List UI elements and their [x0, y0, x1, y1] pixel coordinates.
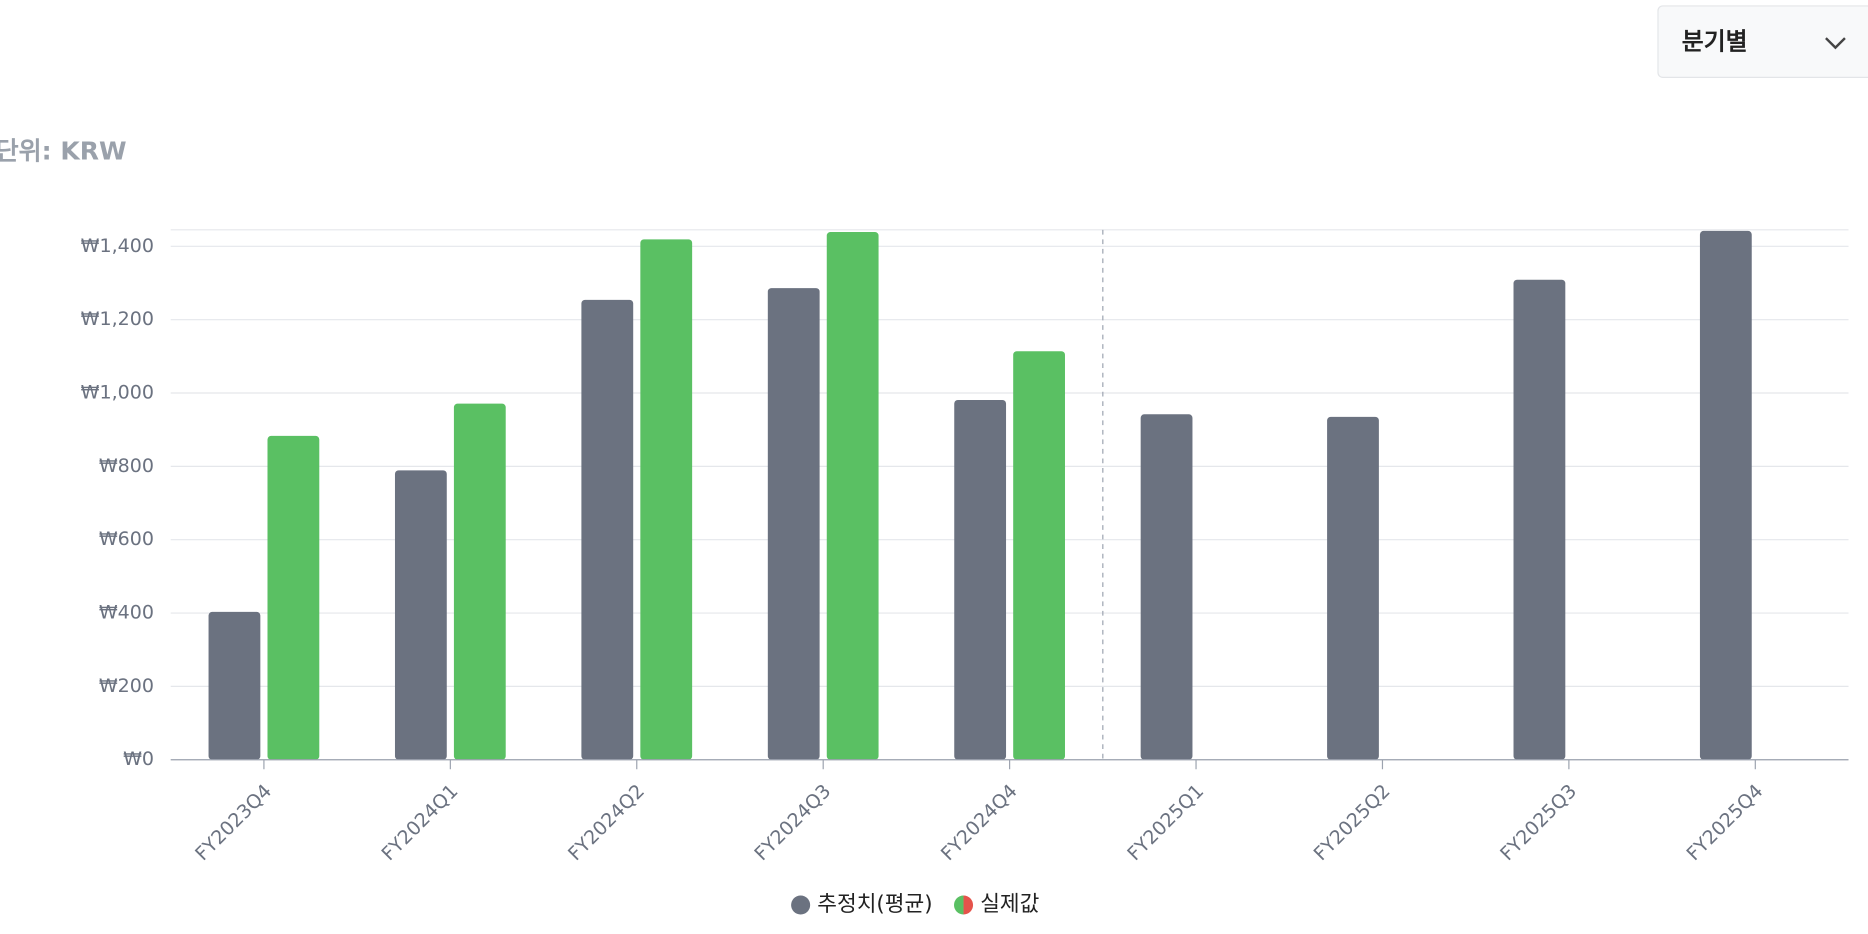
y-tick-label: ₩600 — [99, 528, 154, 550]
bar — [1327, 416, 1379, 760]
bar — [453, 403, 506, 760]
legend-swatch — [791, 895, 811, 915]
bar — [208, 611, 261, 760]
bar — [826, 232, 879, 760]
bar — [394, 470, 447, 760]
x-tick-label: FY2025Q1 — [1123, 780, 1208, 865]
y-tick-label: ₩800 — [99, 455, 154, 477]
chevron — [1825, 37, 1846, 50]
legend-label: 추정치(평균) — [817, 892, 932, 917]
bar — [1140, 414, 1193, 760]
bar — [640, 239, 693, 760]
x-tick-label: FY2024Q4 — [937, 780, 1022, 865]
x-tick-label: FY2024Q2 — [564, 780, 649, 865]
bar — [767, 288, 820, 760]
unit-label: 단위: KRW — [0, 136, 127, 165]
y-tick-label: ₩1,400 — [81, 235, 154, 257]
legend-swatch — [954, 895, 964, 915]
bar — [1699, 230, 1752, 760]
bar — [1013, 351, 1065, 760]
dropdown-label: 분기별 — [1682, 27, 1748, 55]
x-tick-label: FY2024Q1 — [378, 780, 463, 865]
legend-swatch-right — [963, 895, 974, 915]
bar — [954, 399, 1007, 760]
x-tick-label: FY2024Q3 — [750, 780, 835, 865]
x-tick-label: FY2025Q3 — [1496, 780, 1581, 865]
bar — [267, 435, 320, 760]
y-tick-label: ₩1,200 — [81, 308, 154, 330]
period-dropdown[interactable]: 분기별 — [1657, 5, 1868, 78]
bar — [581, 299, 634, 760]
y-tick-label: ₩200 — [99, 675, 154, 697]
x-tick-label: FY2023Q4 — [191, 780, 276, 865]
bar — [1513, 279, 1566, 760]
legend: 추정치(평균) 실제값 — [791, 892, 1039, 917]
y-tick-label: ₩400 — [99, 602, 154, 624]
x-tick-label: FY2025Q2 — [1310, 780, 1395, 865]
y-tick-label: ₩0 — [123, 748, 154, 770]
y-tick-label: ₩1,000 — [81, 382, 154, 404]
legend-label: 실제값 — [980, 892, 1039, 917]
dropdown-box[interactable] — [1657, 5, 1868, 78]
x-tick-label: FY2025Q4 — [1683, 780, 1768, 865]
